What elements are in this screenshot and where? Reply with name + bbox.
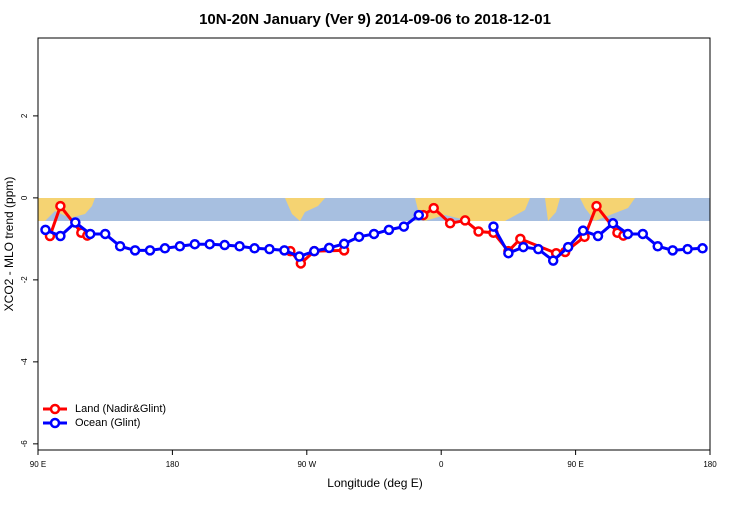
data-point <box>413 209 425 221</box>
chart-title: 10N-20N January (Ver 9) 2014-09-06 to 20… <box>199 11 551 28</box>
data-point <box>189 238 201 250</box>
data-point <box>577 225 589 236</box>
data-point <box>264 243 275 255</box>
x-tick-label: 180 <box>703 460 717 469</box>
data-point <box>398 221 410 232</box>
data-point <box>234 241 245 252</box>
data-point <box>55 230 66 242</box>
x-tick-label: 0 <box>439 460 444 469</box>
y-tick-label: -4 <box>20 358 29 366</box>
land-patch <box>545 198 560 221</box>
data-point <box>99 228 111 240</box>
data-point <box>562 241 574 253</box>
data-point <box>622 228 634 240</box>
data-point <box>459 215 471 226</box>
data-point <box>667 245 678 256</box>
plot-frame <box>37 37 711 451</box>
data-point <box>637 228 649 240</box>
x-axis-title: Longitude (deg E) <box>327 476 422 490</box>
x-tick-label: 90 E <box>30 460 46 469</box>
data-point <box>515 233 526 245</box>
y-axis-title: XCO2 - MLO trend (ppm) <box>2 177 16 312</box>
legend-label: Ocean (Glint) <box>75 417 140 429</box>
legend-marker <box>49 417 61 429</box>
y-tick-label: 0 <box>20 195 29 200</box>
data-point <box>368 228 380 240</box>
data-point <box>114 241 126 252</box>
data-point <box>353 231 365 243</box>
data-point <box>533 243 544 255</box>
data-point <box>70 217 81 228</box>
data-point <box>294 251 305 262</box>
data-point <box>591 200 602 212</box>
data-point <box>473 226 484 237</box>
x-tick-label: 90 W <box>297 460 316 469</box>
y-tick-label: -2 <box>20 276 29 284</box>
data-point <box>607 218 619 229</box>
data-point <box>652 241 663 252</box>
data-point <box>444 218 456 229</box>
data-point <box>518 241 529 253</box>
y-tick-label: 2 <box>20 113 29 118</box>
legend-marker <box>49 403 61 415</box>
data-point <box>323 242 335 254</box>
data-point <box>55 200 66 212</box>
data-point <box>159 243 171 254</box>
data-point <box>279 245 290 256</box>
x-tick-label: 90 E <box>567 460 583 469</box>
y-tick-label: -6 <box>20 440 29 448</box>
land-patch <box>415 198 530 221</box>
ocean-band <box>38 198 710 221</box>
data-point <box>174 241 186 252</box>
data-point <box>488 221 499 232</box>
data-point <box>40 224 51 236</box>
data-point <box>383 224 395 236</box>
data-point <box>338 238 350 250</box>
data-point <box>309 245 320 257</box>
legend-label: Land (Nadir&Glint) <box>75 403 166 415</box>
data-point <box>547 255 559 266</box>
data-point <box>428 202 439 214</box>
data-point <box>592 230 604 242</box>
data-point <box>85 228 96 240</box>
data-point <box>503 247 514 259</box>
land-patch <box>285 198 325 221</box>
data-point <box>219 239 230 251</box>
x-tick-label: 180 <box>166 460 180 469</box>
data-point <box>249 243 260 254</box>
data-point <box>204 238 215 250</box>
data-point <box>682 243 693 255</box>
data-point <box>129 245 141 256</box>
land-patch <box>38 198 95 221</box>
data-point <box>697 243 708 254</box>
data-point <box>144 245 156 256</box>
map-strip <box>38 198 710 221</box>
